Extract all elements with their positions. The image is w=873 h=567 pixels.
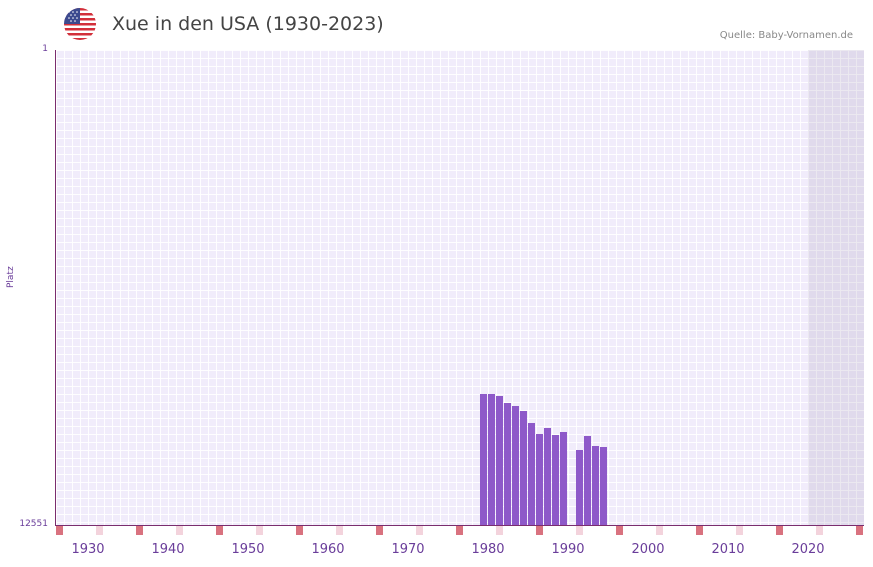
bar-1982[interactable]	[488, 394, 495, 525]
x-marker	[416, 526, 423, 535]
y-axis-label: Platz	[6, 266, 16, 288]
chart-header: Xue in den USA (1930-2023) Quelle: Baby-…	[0, 0, 873, 48]
bar-1984[interactable]	[504, 403, 511, 525]
x-marker	[136, 526, 143, 535]
bar-1994[interactable]	[584, 435, 591, 525]
x-tick-1960: 1960	[311, 542, 345, 557]
x-tick-1970: 1970	[391, 542, 425, 557]
x-marker	[816, 526, 823, 535]
y-tick-top: 1	[42, 44, 48, 54]
x-marker	[96, 526, 103, 535]
x-tick-2000: 2000	[631, 542, 665, 557]
x-tick-2020: 2020	[791, 542, 825, 557]
future-shade	[808, 50, 864, 525]
x-marker	[856, 526, 863, 535]
bar-1991[interactable]	[560, 432, 567, 525]
y-axis-line	[55, 50, 56, 526]
bar-1988[interactable]	[536, 434, 543, 525]
x-tick-1940: 1940	[151, 542, 185, 557]
x-marker	[496, 526, 503, 535]
x-marker	[696, 526, 703, 535]
x-marker	[216, 526, 223, 535]
x-marker	[616, 526, 623, 535]
bar-1983[interactable]	[496, 396, 503, 525]
x-marker	[776, 526, 783, 535]
bar-1989[interactable]	[544, 427, 551, 525]
x-tick-1980: 1980	[471, 542, 505, 557]
bar-1986[interactable]	[520, 411, 527, 525]
bar-1985[interactable]	[512, 406, 519, 525]
y-tick-bottom: 12551	[19, 519, 48, 529]
bar-1995[interactable]	[592, 446, 599, 525]
chart-title: Xue in den USA (1930-2023)	[112, 13, 384, 35]
bar-1993[interactable]	[576, 449, 583, 525]
bar-1981[interactable]	[480, 394, 487, 525]
x-marker	[576, 526, 583, 535]
x-tick-1950: 1950	[231, 542, 265, 557]
source-credit: Quelle: Baby-Vornamen.de	[719, 30, 853, 41]
x-marker	[536, 526, 543, 535]
x-tick-1990: 1990	[551, 542, 585, 557]
x-marker	[296, 526, 303, 535]
plot-area	[56, 50, 864, 525]
x-marker	[176, 526, 183, 535]
bar-1996[interactable]	[600, 446, 607, 525]
x-marker	[336, 526, 343, 535]
x-tick-2010: 2010	[711, 542, 745, 557]
x-tick-1930: 1930	[71, 542, 105, 557]
us-flag-icon	[64, 8, 96, 40]
x-marker	[56, 526, 63, 535]
x-marker	[456, 526, 463, 535]
bar-1987[interactable]	[528, 422, 535, 525]
x-marker	[736, 526, 743, 535]
x-marker	[376, 526, 383, 535]
grid-lines	[56, 50, 864, 525]
x-marker	[256, 526, 263, 535]
x-axis-line	[55, 525, 864, 526]
x-marker	[656, 526, 663, 535]
bar-1990[interactable]	[552, 434, 559, 525]
